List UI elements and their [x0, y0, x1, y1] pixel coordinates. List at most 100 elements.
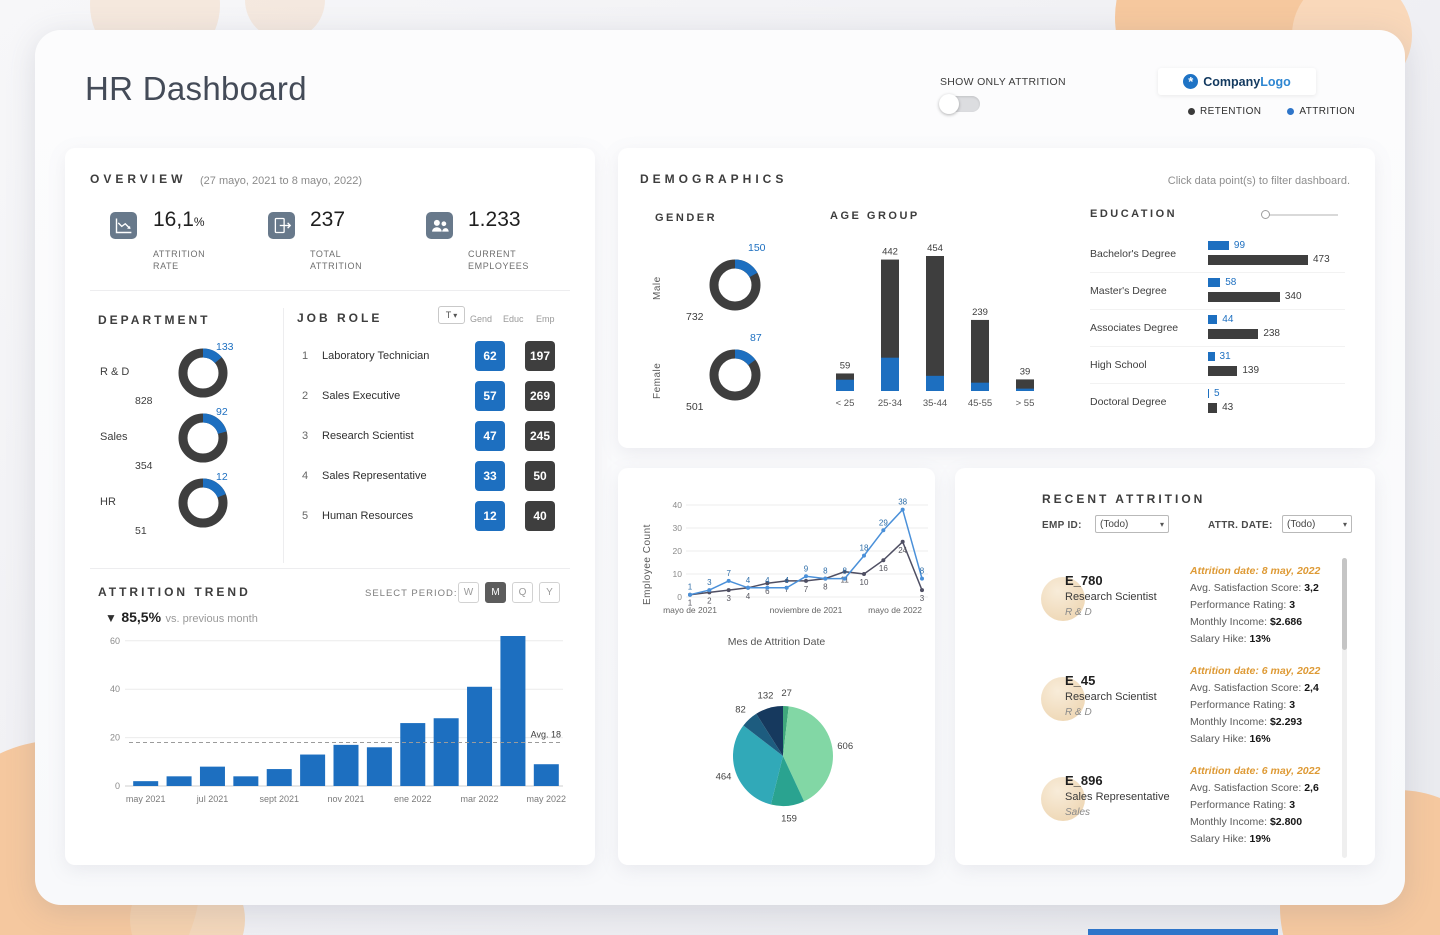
employee-department: Sales	[1065, 807, 1091, 818]
job-role-filter-button[interactable]: T ▾	[438, 306, 465, 324]
attrition-pie-chart[interactable]: 27 606 159 464 82 132	[666, 658, 901, 838]
svg-text:4: 4	[746, 592, 751, 601]
education-attrition-value: 44	[1222, 314, 1234, 325]
education-zoom-slider[interactable]	[1261, 210, 1338, 219]
svg-text:nov 2021: nov 2021	[327, 794, 364, 804]
svg-text:may 2022: may 2022	[527, 794, 567, 804]
period-button-month[interactable]: M	[485, 582, 506, 603]
education-retention-bar	[1208, 402, 1218, 413]
attrition-entry[interactable]: E_45 Research Scientist R & D Attrition …	[955, 663, 1365, 763]
education-row[interactable]: Bachelor's Degree 99 473	[1090, 236, 1345, 273]
job-role-row[interactable]: 2 Sales Executive 57 269	[297, 381, 570, 411]
attrition-entry[interactable]: E_780 Research Scientist R & D Attrition…	[955, 563, 1365, 663]
main-panel: HR Dashboard SHOW ONLY ATTRITION * Compa…	[35, 30, 1405, 905]
stat-line: Avg. Satisfaction Score: 2,6	[1190, 782, 1319, 794]
employee-avatar	[1041, 777, 1085, 821]
job-role-rank: 5	[302, 510, 309, 522]
stat-line: Avg. Satisfaction Score: 2,4	[1190, 682, 1319, 694]
svg-text:40: 40	[110, 684, 120, 694]
job-role-rank: 2	[302, 390, 309, 402]
period-button-week[interactable]: W	[458, 582, 479, 603]
svg-text:606: 606	[837, 741, 853, 752]
emp-id-dropdown[interactable]: (Todo) ▾	[1095, 515, 1169, 533]
age-group-title: AGE GROUP	[830, 210, 920, 222]
department-retention-value: 51	[135, 525, 147, 537]
logo-light: Logo	[1260, 74, 1291, 89]
total-attrition-icon	[268, 212, 295, 239]
education-attrition-value: 31	[1219, 351, 1231, 362]
company-logo: * CompanyLogo	[1158, 68, 1316, 95]
job-role-attrition-badge: 47	[475, 421, 505, 451]
job-role-row[interactable]: 5 Human Resources 12 40	[297, 501, 570, 531]
job-role-row[interactable]: 4 Sales Representative 33 50	[297, 461, 570, 491]
company-logo-icon: *	[1183, 74, 1199, 89]
period-button-quarter[interactable]: Q	[512, 582, 533, 603]
education-name: Associates Degree	[1090, 322, 1179, 334]
retention-dot-icon	[1188, 108, 1195, 115]
toggle-knob[interactable]	[939, 94, 959, 114]
column-header-employees: Emp	[536, 314, 555, 324]
department-name: HR	[100, 496, 116, 508]
employee-role: Research Scientist	[1065, 591, 1157, 603]
attrition-dot-icon	[1287, 108, 1295, 115]
period-button-year[interactable]: Y	[539, 582, 560, 603]
scrollbar-thumb[interactable]	[1342, 558, 1347, 650]
job-role-employees-badge: 245	[525, 421, 555, 451]
education-row[interactable]: Doctoral Degree 5 43	[1090, 384, 1345, 421]
job-role-row[interactable]: 1 Laboratory Technician 62 197	[297, 341, 570, 371]
gender-male-donut-chart[interactable]	[709, 259, 761, 311]
x-axis-label: Mes de Attrition Date	[727, 636, 826, 648]
svg-text:4: 4	[746, 576, 751, 585]
education-attrition-value: 99	[1233, 240, 1246, 251]
education-row[interactable]: Associates Degree 44 238	[1090, 310, 1345, 347]
job-role-name: Research Scientist	[322, 430, 414, 442]
job-role-row[interactable]: 3 Research Scientist 47 245	[297, 421, 570, 451]
slider-knob[interactable]	[1261, 210, 1270, 219]
age-group-bar-chart[interactable]: 59 < 25 442 25-34 454 35-44 239 45-55 39 > 55	[816, 226, 1058, 411]
employee-department: R & D	[1065, 607, 1092, 618]
department-donut-chart[interactable]	[178, 478, 228, 528]
svg-text:3: 3	[707, 578, 712, 587]
department-row[interactable]: HR 12 51	[98, 470, 288, 537]
education-row[interactable]: Master's Degree 58 340	[1090, 273, 1345, 310]
recent-attrition-card: RECENT ATTRITION EMP ID: (Todo) ▾ ATTR. D…	[955, 468, 1375, 865]
job-role-employees-badge: 50	[525, 461, 555, 491]
company-logo-text: CompanyLogo	[1203, 75, 1291, 89]
attr-date-dropdown[interactable]: (Todo) ▾	[1282, 515, 1352, 533]
stat-line: Avg. Satisfaction Score: 3,2	[1190, 582, 1319, 594]
department-row[interactable]: Sales 92 354	[98, 405, 288, 472]
overview-subtitle: (27 mayo, 2021 to 8 mayo, 2022)	[200, 175, 363, 187]
attrition-trend-title: ATTRITION TREND	[98, 585, 251, 599]
svg-text:18: 18	[860, 544, 869, 553]
legend: RETENTION ATTRITION	[1188, 106, 1355, 117]
svg-text:16: 16	[879, 564, 888, 573]
job-role-name: Human Resources	[322, 510, 414, 522]
attrition-line-chart[interactable]: 0102030401234677811101624313744498818293…	[640, 493, 936, 631]
svg-text:9: 9	[804, 564, 809, 573]
department-donut-chart[interactable]	[178, 413, 228, 463]
svg-text:may 2021: may 2021	[126, 794, 166, 804]
education-retention-value: 340	[1284, 291, 1302, 302]
department-donut-chart[interactable]	[178, 348, 228, 398]
svg-text:20: 20	[673, 546, 683, 556]
show-only-attrition-toggle[interactable]	[939, 94, 980, 114]
attrition-trend-bar-chart[interactable]: 0 20 40 60 Avg. 18 may 2021 jul 2021 sept 2021 n…	[83, 636, 577, 816]
education-attrition-bar	[1208, 278, 1221, 287]
stat-line: Performance Rating: 3	[1190, 799, 1296, 811]
attrition-entry[interactable]: E_896 Sales Representative Sales Attriti…	[955, 763, 1365, 863]
department-retention-value: 828	[135, 395, 153, 407]
department-title: DEPARTMENT	[98, 313, 211, 327]
job-role-employees-badge: 197	[525, 341, 555, 371]
job-role-attrition-badge: 33	[475, 461, 505, 491]
department-row[interactable]: R & D 133 828	[98, 340, 288, 407]
entry-details: Attrition date: 6 may, 2022 Avg. Satisfa…	[1190, 665, 1355, 746]
job-role-attrition-badge: 12	[475, 501, 505, 531]
svg-text:132: 132	[758, 690, 774, 701]
job-role-name: Sales Representative	[322, 470, 427, 482]
svg-text:442: 442	[882, 247, 898, 258]
scrollbar-track[interactable]	[1342, 558, 1347, 858]
education-row[interactable]: High School 31 139	[1090, 347, 1345, 384]
gender-female-donut-chart[interactable]	[709, 349, 761, 401]
svg-text:464: 464	[716, 772, 732, 783]
